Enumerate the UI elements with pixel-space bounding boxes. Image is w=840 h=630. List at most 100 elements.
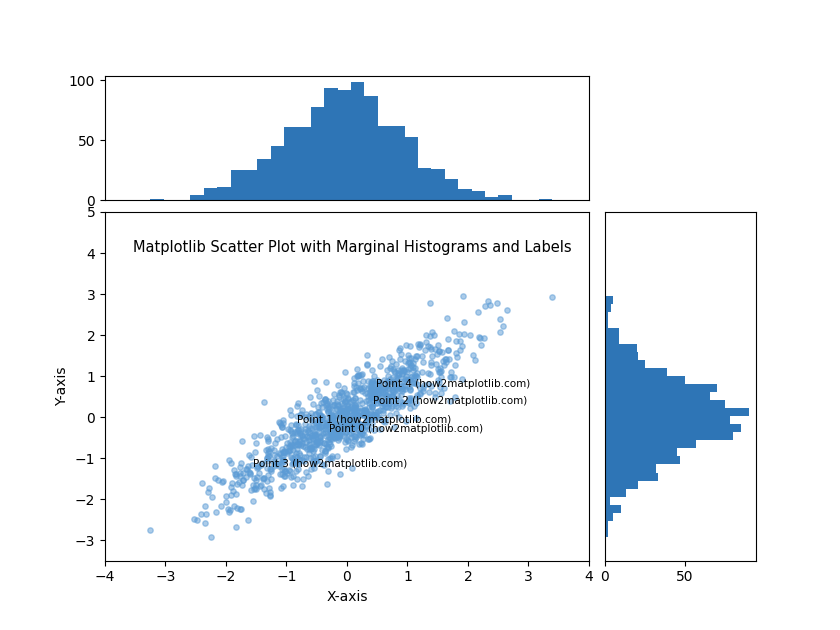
Point (274, 420, 287, 430)
Bar (605, 408, 748, 416)
Point (291, 411, 304, 421)
Point (334, 404, 348, 414)
Point (343, 415, 356, 425)
Point (263, 464, 276, 474)
Point (300, 467, 313, 477)
Point (202, 483, 216, 493)
Point (268, 450, 281, 460)
Point (416, 367, 429, 377)
Point (320, 421, 333, 432)
Point (424, 381, 438, 391)
Point (248, 447, 261, 457)
Point (343, 420, 356, 430)
Point (261, 470, 275, 480)
Point (323, 414, 337, 424)
Point (407, 401, 421, 411)
Y-axis label: Y-axis: Y-axis (55, 367, 69, 406)
Point (443, 372, 456, 382)
Point (379, 415, 392, 425)
Point (326, 395, 339, 405)
Point (210, 507, 223, 517)
Point (226, 478, 239, 488)
Point (194, 508, 207, 518)
Point (256, 474, 270, 484)
Point (342, 403, 355, 413)
Point (297, 441, 310, 451)
Point (307, 459, 321, 469)
Point (346, 387, 360, 397)
Point (329, 404, 343, 414)
Point (255, 460, 268, 470)
Point (319, 418, 333, 428)
Bar (605, 296, 613, 304)
Point (381, 394, 395, 404)
Point (270, 459, 283, 469)
Point (321, 466, 334, 476)
Point (413, 339, 427, 349)
Point (355, 439, 369, 449)
Point (434, 387, 448, 398)
Point (335, 417, 349, 427)
Point (283, 440, 297, 450)
Point (318, 438, 331, 449)
Point (208, 461, 222, 471)
Bar (204, 188, 218, 200)
Point (310, 421, 323, 432)
Point (417, 380, 430, 390)
Bar (605, 464, 656, 472)
Point (242, 461, 255, 471)
Point (453, 329, 466, 339)
Point (292, 439, 306, 449)
Point (326, 430, 339, 440)
Point (322, 407, 335, 417)
Point (352, 379, 365, 389)
Point (422, 379, 435, 389)
Bar (605, 425, 741, 432)
Bar (605, 392, 711, 400)
Point (413, 389, 427, 399)
Point (220, 491, 234, 501)
Point (397, 365, 411, 375)
Point (316, 415, 329, 425)
Point (230, 469, 244, 479)
Point (333, 469, 347, 479)
Point (235, 479, 249, 490)
Point (311, 436, 324, 446)
Point (333, 433, 346, 443)
Bar (378, 126, 391, 200)
Point (326, 412, 339, 422)
Point (356, 410, 370, 420)
Point (371, 385, 385, 395)
Point (318, 418, 331, 428)
Point (396, 384, 410, 394)
Bar (244, 170, 257, 200)
Point (360, 417, 374, 427)
Point (336, 413, 349, 423)
Point (275, 422, 288, 432)
Point (360, 350, 374, 360)
Point (234, 505, 247, 515)
Point (319, 413, 333, 423)
Bar (432, 169, 445, 200)
Point (409, 413, 423, 423)
Point (319, 421, 333, 432)
Point (292, 455, 306, 466)
Point (321, 442, 334, 452)
Point (389, 381, 402, 391)
Point (326, 412, 339, 422)
Point (349, 399, 362, 410)
Point (201, 488, 214, 498)
Point (318, 428, 332, 438)
Point (245, 459, 259, 469)
Point (297, 433, 311, 444)
Point (362, 409, 375, 419)
Point (277, 455, 291, 466)
Point (260, 476, 274, 486)
Point (303, 453, 317, 463)
Point (278, 471, 291, 481)
Point (433, 377, 446, 387)
Point (333, 430, 346, 440)
Point (345, 413, 359, 423)
Point (306, 445, 319, 455)
Point (311, 385, 324, 395)
